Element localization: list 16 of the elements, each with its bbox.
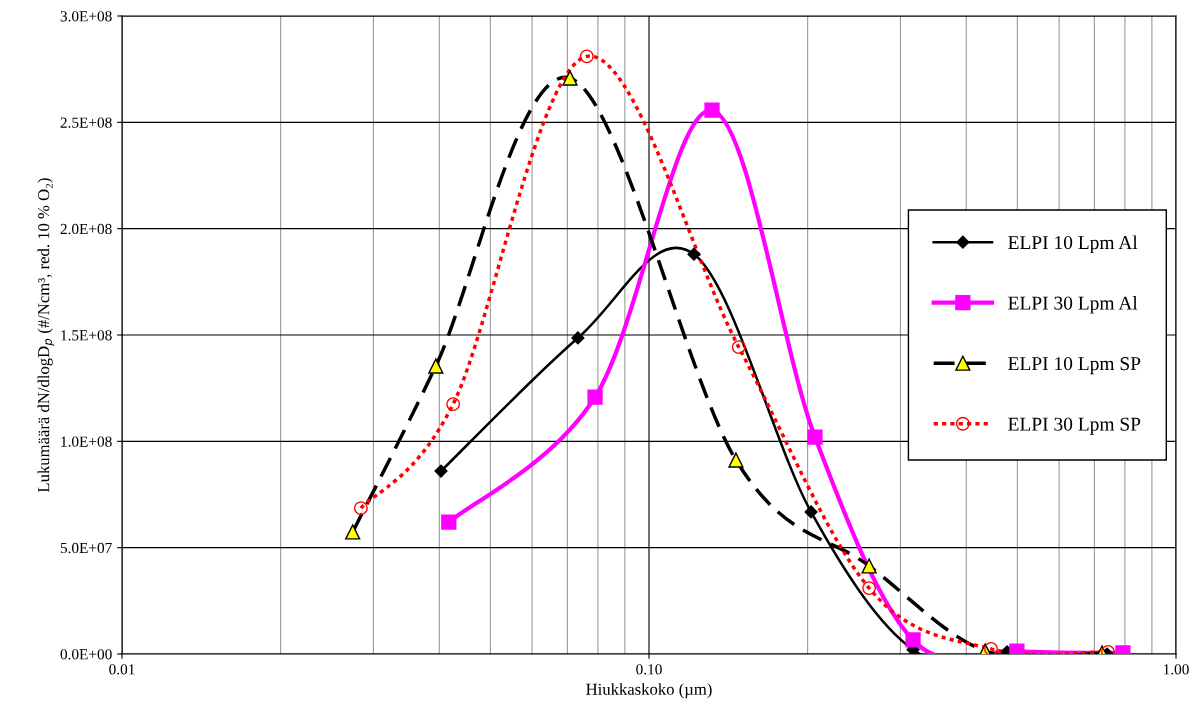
x-tick-label: 0.10	[636, 664, 662, 675]
legend-label: ELPI 10 Lpm SP	[1008, 357, 1141, 375]
legend-label: ELPI 30 Lpm SP	[1008, 417, 1141, 435]
legend-label: ELPI 10 Lpm Al	[1008, 235, 1138, 254]
y-tick-label: 2.0E+08	[60, 223, 112, 235]
x-tick-label: 0.01	[109, 664, 135, 675]
y-tick-label: 1.5E+08	[61, 330, 112, 341]
y-tick-label: 1.0E+08	[61, 436, 112, 447]
legend-label: ELPI 30 Lpm Al	[1008, 295, 1138, 314]
y-tick-label: 2.5E+08	[60, 117, 112, 128]
y-tick-label: 5.0E+07	[60, 542, 112, 554]
y-tick-label: 0.0E+00	[60, 649, 112, 660]
x-tick-label: 1.00	[1163, 664, 1189, 675]
y-axis-title: Lukumäärä dN/dlogD$_{p}$ (#/Ncm³, red. 10 % O₂)	[37, 178, 55, 493]
x-axis-title: Hiukkaskoko (µm)	[586, 683, 712, 699]
y-tick-label: 3.0E+08	[60, 11, 112, 22]
